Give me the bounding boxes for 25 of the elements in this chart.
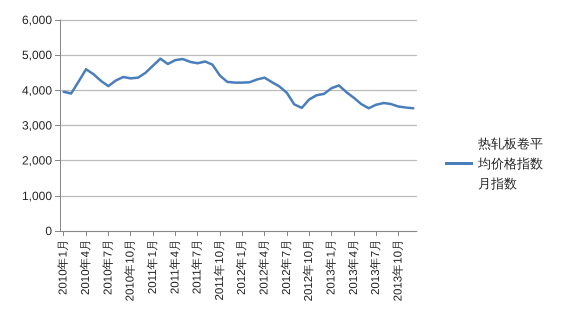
x-tick-label: 2011年4月: [168, 239, 182, 294]
y-tick-label: 5,000: [22, 48, 52, 62]
y-tick-label: 4,000: [22, 83, 52, 98]
x-tick-label: 2013年10月: [391, 239, 404, 302]
y-tick-label: 3,000: [22, 118, 52, 132]
y-tick-label: 6,000: [22, 13, 52, 27]
x-tick-label: 2012年7月: [280, 239, 293, 295]
x-tick-label: 2012年1月: [235, 239, 248, 295]
y-tick-label: 2,000: [22, 154, 52, 168]
x-tick-label: 2010年10月: [124, 239, 137, 302]
x-tick-label: 2010年4月: [79, 239, 92, 295]
x-tick-label: 2012年4月: [258, 239, 271, 295]
legend-label: 热轧板卷平均价格指数月指数: [477, 136, 543, 191]
x-tick-label: 2012年10月: [302, 239, 316, 302]
x-tick-label: 2013年7月: [369, 239, 382, 295]
y-tick-label: 0: [45, 224, 52, 238]
x-tick-label: 2010年7月: [101, 239, 114, 295]
x-tick-label: 2011年7月: [190, 239, 204, 294]
x-tick-label: 2010年1月: [56, 239, 70, 295]
y-tick-label: 1,000: [22, 188, 52, 203]
x-tick-label: 2013年1月: [324, 239, 338, 295]
x-tick-label: 2011年1月: [146, 239, 159, 294]
x-tick-label: 2013年4月: [346, 239, 360, 295]
line-series: [62, 57, 415, 110]
x-tick-label: 2011年10月: [212, 239, 226, 301]
